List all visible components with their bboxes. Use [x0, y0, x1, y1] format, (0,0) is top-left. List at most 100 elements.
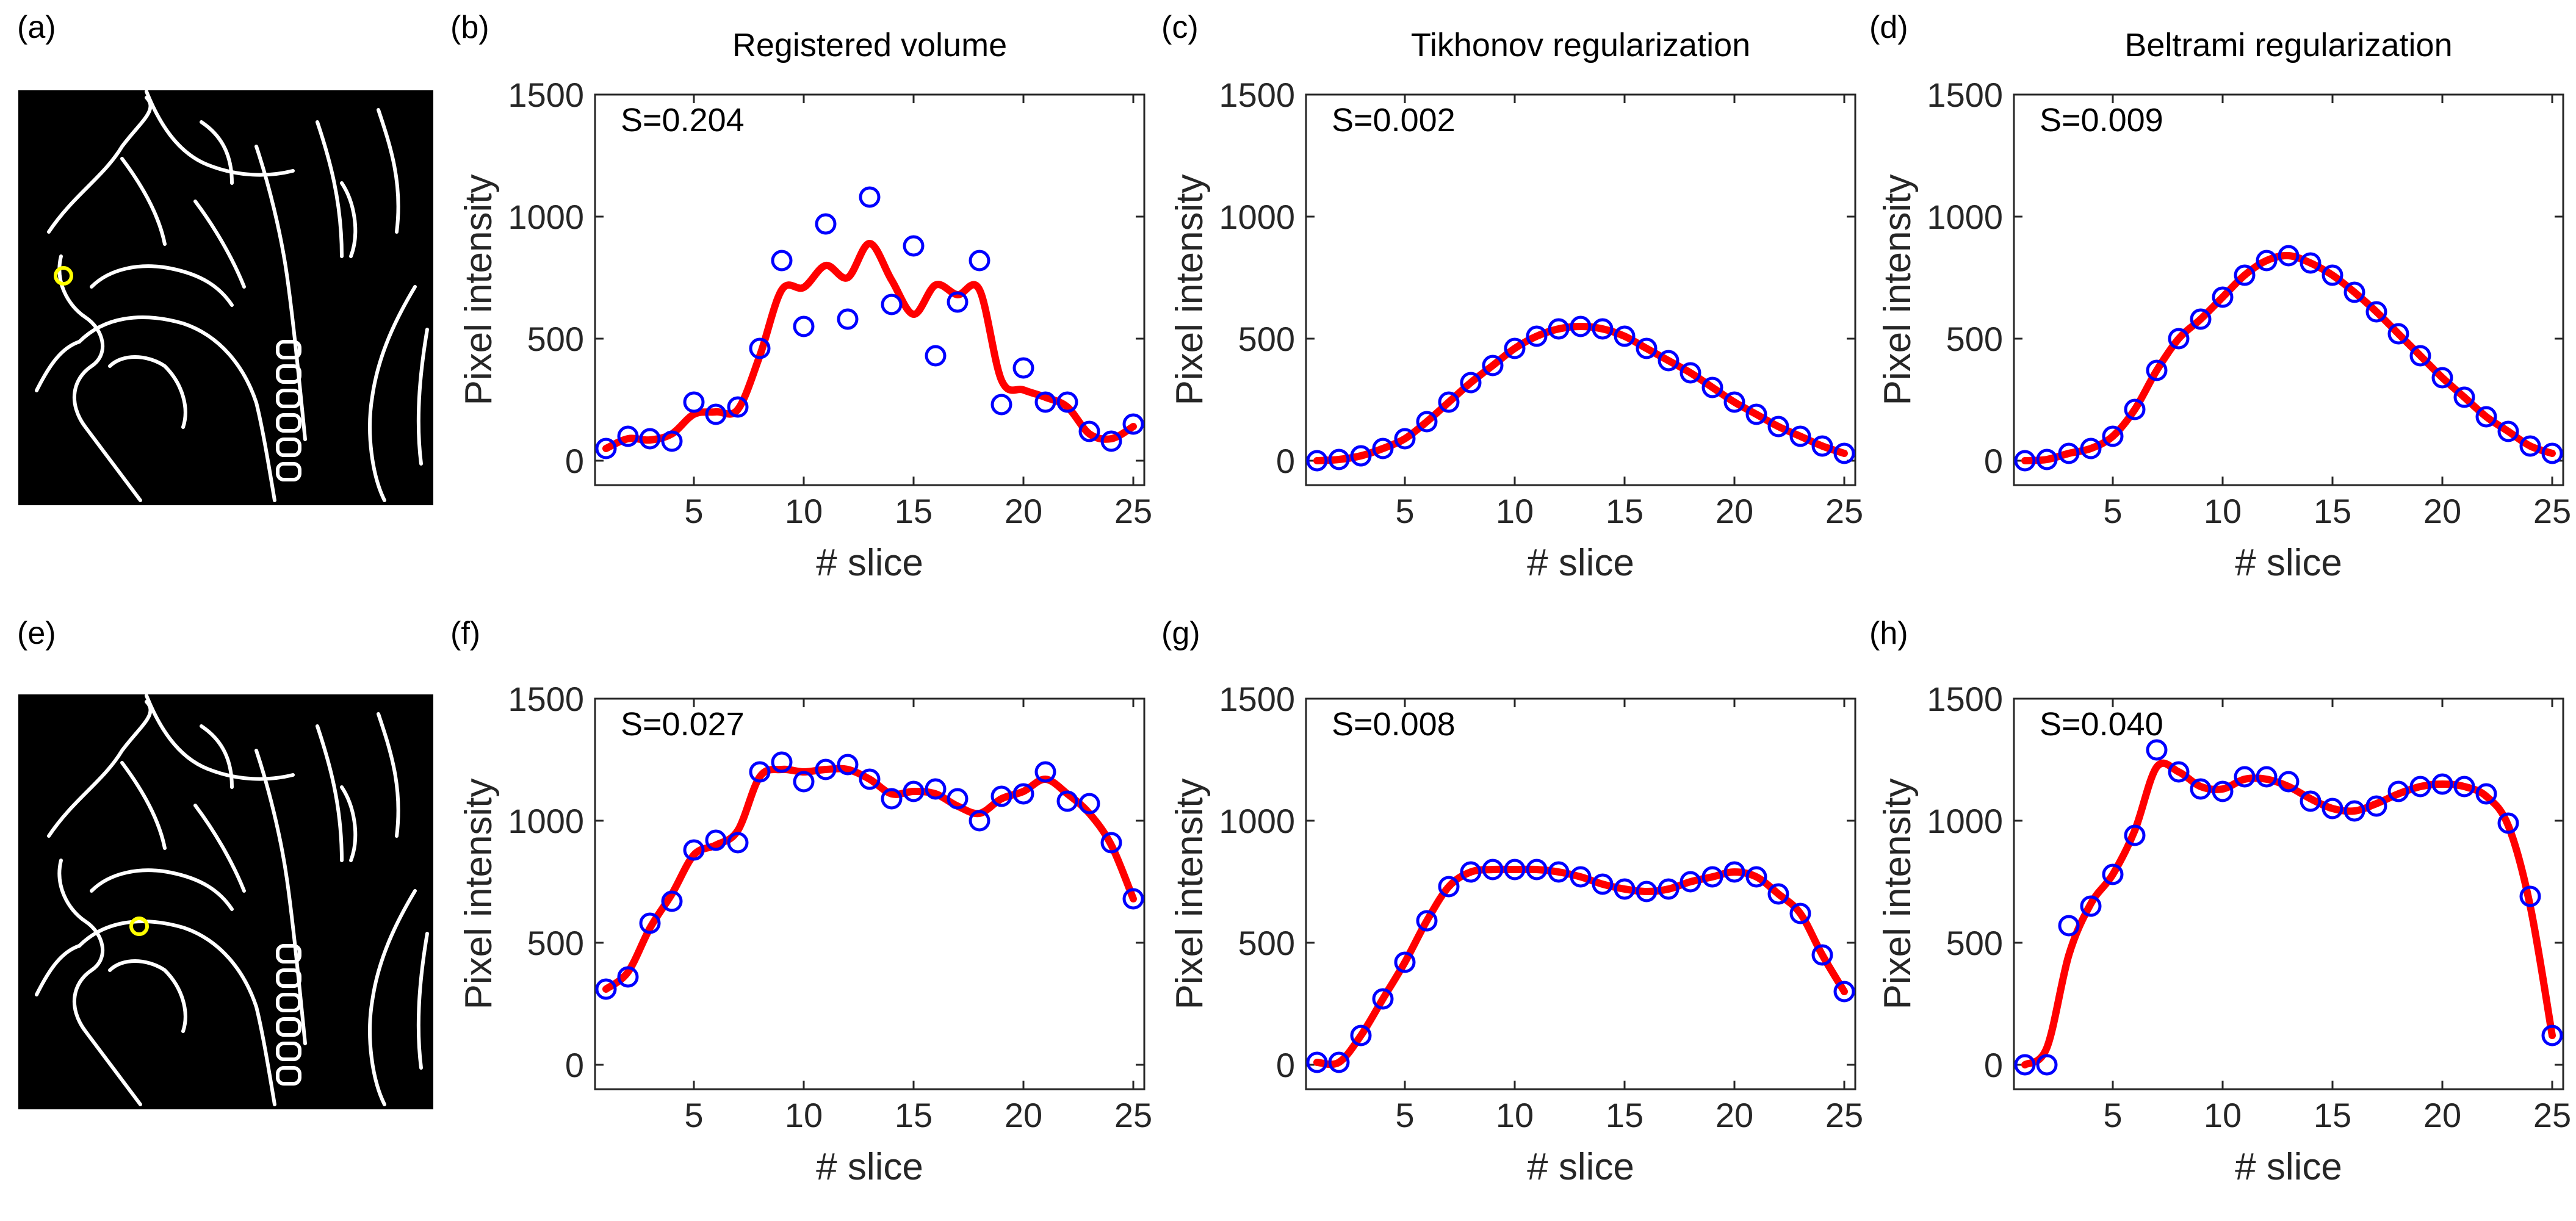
data-point [1701, 376, 1723, 398]
y-tick-label: 0 [565, 1046, 584, 1084]
data-point [2409, 345, 2431, 367]
y-tick-label: 1500 [508, 76, 584, 114]
data-point [617, 425, 639, 447]
x-tick-label: 25 [2533, 1096, 2571, 1134]
data-point [881, 294, 903, 315]
plot-frame [2013, 93, 2564, 486]
chart-g: (g) 5 10 15 20 25 0 500 1000 1500 # slice Pixel int… [1161, 616, 1863, 1188]
data-point [1416, 411, 1438, 433]
data-point [2256, 766, 2278, 788]
panel-label: (h) [1869, 616, 1908, 651]
data-point [2212, 286, 2234, 308]
data-point [2124, 398, 2146, 420]
data-point [837, 308, 859, 330]
similarity-score: S=0.002 [1332, 102, 1456, 139]
x-tick-label: 5 [684, 1096, 703, 1134]
edge-image-a [18, 90, 433, 505]
y-tick-label: 0 [1984, 442, 2003, 480]
data-point [705, 403, 727, 425]
data-point [2409, 776, 2431, 798]
data-point [1701, 866, 1723, 888]
y-axis-label: Pixel intensity [1169, 778, 1211, 1009]
data-point [2278, 771, 2300, 793]
data-point [1482, 355, 1504, 376]
data-point [2541, 1025, 2563, 1046]
fit-line [1313, 323, 1848, 464]
y-tick-label: 0 [565, 442, 584, 480]
data-point [1745, 403, 1767, 425]
y-tick-label: 500 [527, 924, 584, 962]
data-point [1570, 315, 1592, 337]
y-tick-label: 0 [1276, 442, 1295, 480]
data-point [1100, 832, 1122, 854]
data-point [1394, 951, 1416, 973]
y-tick-label: 1000 [508, 198, 584, 236]
data-point [1012, 357, 1034, 379]
data-point [1833, 981, 1855, 1003]
selected-pixel-marker [129, 917, 149, 936]
edge-lines [35, 694, 429, 1106]
x-tick-label: 25 [1825, 492, 1863, 530]
y-tick-label: 500 [1238, 320, 1295, 358]
x-tick-label: 15 [895, 492, 933, 530]
data-point [969, 250, 990, 272]
data-point [1122, 888, 1144, 910]
data-point [1438, 391, 1460, 413]
data-point [661, 890, 683, 912]
y-tick-label: 0 [1276, 1046, 1295, 1084]
data-point [2036, 448, 2058, 470]
data-point [2058, 915, 2080, 937]
y-tick-label: 500 [1946, 320, 2003, 358]
x-tick-label: 20 [2423, 1096, 2461, 1134]
data-point [2146, 739, 2168, 761]
data-point [617, 966, 639, 988]
data-point [2102, 863, 2124, 885]
data-point [1328, 448, 1350, 470]
y-tick-label: 1500 [1219, 76, 1295, 114]
data-point [1723, 861, 1745, 883]
x-axis-label: # slice [1527, 1146, 1634, 1188]
y-tick-label: 1500 [508, 680, 584, 718]
data-point [2278, 245, 2300, 267]
data-point [683, 839, 705, 861]
plot-frame [2013, 697, 2564, 1090]
data-point [1100, 430, 1122, 452]
data-point [859, 186, 881, 208]
x-axis-label: # slice [816, 1146, 923, 1188]
data-point [749, 761, 771, 783]
data-point [1416, 910, 1438, 932]
x-tick-label: 15 [1606, 492, 1643, 530]
data-point [2124, 824, 2146, 846]
vertebrae [276, 340, 301, 481]
data-point [1811, 435, 1833, 457]
fit-line [602, 240, 1137, 452]
data-point [1034, 391, 1056, 413]
data-point [1745, 866, 1767, 888]
data-point [1394, 428, 1416, 450]
data-point [859, 768, 881, 790]
x-tick-label: 15 [2314, 1096, 2351, 1134]
y-tick-label: 500 [1946, 924, 2003, 962]
data-point [2387, 780, 2409, 802]
plot-frame [594, 697, 1145, 1090]
data-point [2300, 790, 2322, 812]
x-tick-label: 20 [1005, 492, 1042, 530]
data-point [1592, 318, 1614, 340]
data-point [1460, 372, 1482, 394]
chart-f: (f) 5 10 15 20 25 0 500 1000 1500 # slice Pixel int… [450, 616, 1152, 1188]
data-point [595, 978, 617, 1000]
data-point [2365, 301, 2387, 323]
x-tick-label: 10 [785, 492, 823, 530]
data-point [1723, 391, 1745, 413]
x-tick-label: 5 [2103, 1096, 2122, 1134]
data-point [2497, 420, 2519, 442]
data-point [661, 430, 683, 452]
data-point [2234, 766, 2256, 788]
data-point [639, 912, 661, 934]
data-point [2036, 1054, 2058, 1076]
data-point [1811, 944, 1833, 966]
data-point [705, 829, 727, 851]
x-tick-label: 25 [1114, 1096, 1152, 1134]
